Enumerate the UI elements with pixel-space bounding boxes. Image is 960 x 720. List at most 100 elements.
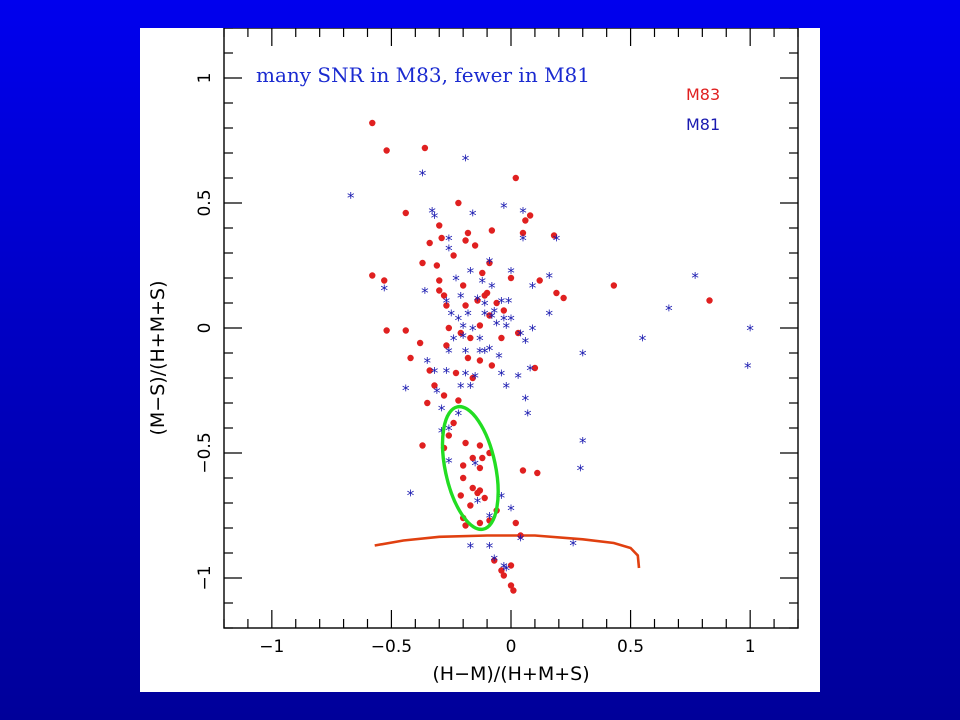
- m83-point: [464, 229, 472, 237]
- m83-point: [436, 222, 443, 229]
- m81-point: *: [493, 317, 501, 335]
- m81-point: *: [471, 369, 479, 387]
- m81-point: *: [498, 367, 506, 385]
- m83-point: [467, 502, 474, 509]
- m81-point: *: [469, 322, 477, 340]
- m83-point: [436, 277, 443, 284]
- m81-point: *: [546, 269, 554, 287]
- y-tick-label: −0.5: [195, 432, 215, 473]
- m81-point: *: [526, 362, 534, 380]
- m81-point: *: [500, 312, 508, 330]
- m81-point: *: [443, 364, 451, 382]
- m81-point: *: [479, 274, 487, 292]
- m81-point: *: [519, 232, 527, 250]
- m81-point: *: [450, 332, 458, 350]
- m81-point: *: [486, 342, 494, 360]
- m83-point: [462, 439, 469, 447]
- m81-point: *: [691, 269, 699, 287]
- m81-point: *: [579, 434, 587, 452]
- m83-point: [383, 147, 390, 154]
- m83-point: [369, 119, 376, 127]
- m83-point: [471, 242, 479, 249]
- m81-point: *: [665, 302, 673, 320]
- m83-point: [419, 259, 426, 267]
- m81-point: *: [433, 384, 441, 402]
- m83-point: [445, 324, 453, 332]
- m81-point: *: [529, 322, 537, 340]
- m81-point: *: [639, 332, 647, 350]
- y-tick-label: 1: [195, 73, 215, 84]
- m83-point: [369, 272, 376, 279]
- m83-point: [433, 262, 441, 269]
- m81-point: *: [502, 379, 510, 397]
- m81-point: *: [445, 242, 453, 260]
- m81-point: *: [498, 489, 506, 507]
- m81-point: *: [424, 354, 432, 372]
- m83-point: [514, 329, 522, 337]
- x-tick-label: 0.5: [617, 637, 644, 657]
- m83-point: [462, 237, 469, 244]
- m81-point: *: [495, 349, 503, 367]
- m83-point: [476, 519, 484, 527]
- m81-point: *: [491, 552, 499, 570]
- m81-point: *: [474, 494, 482, 512]
- m81-point: *: [569, 537, 577, 555]
- m81-point: *: [746, 322, 754, 340]
- m83-point: [474, 297, 481, 304]
- m81-point: *: [459, 329, 467, 347]
- m83-point: [450, 419, 457, 427]
- m83-point: [424, 399, 431, 407]
- axis-ticks: [223, 28, 799, 629]
- m81-point: *: [488, 279, 496, 297]
- m83-point: [459, 462, 467, 469]
- m81-point: *: [457, 289, 465, 307]
- m83-point: [498, 334, 505, 342]
- y-tick-labels: −1 −0.5 0 0.5 1: [195, 73, 215, 591]
- m83-point: [440, 392, 448, 399]
- m83-point: [450, 252, 457, 259]
- m81-point: *: [462, 344, 470, 362]
- m83-point: [610, 282, 618, 289]
- m83-point: [445, 432, 453, 439]
- m83-point: [474, 489, 481, 497]
- m81-point: *: [498, 294, 506, 312]
- m81-point: *: [522, 334, 530, 352]
- m81-point: *: [464, 307, 472, 325]
- m83-point: [519, 229, 527, 237]
- highlight-ellipse: [440, 404, 500, 532]
- y-tick-label: 0: [195, 323, 215, 334]
- annotation-text: many SNR in M83, fewer in M81: [256, 63, 590, 87]
- m81-point: *: [502, 319, 510, 337]
- m83-point: [493, 299, 500, 307]
- legend-m81: M81: [686, 115, 720, 134]
- m83-point: [421, 144, 429, 152]
- m81-point: *: [431, 209, 439, 227]
- x-tick-label: 0: [506, 637, 517, 657]
- x-tick-label: −1: [259, 637, 284, 657]
- m83-point: [507, 274, 515, 282]
- m83-point: [531, 364, 539, 372]
- m81-point: *: [445, 232, 453, 250]
- m81-point: *: [419, 167, 427, 185]
- m81-point: *: [491, 304, 499, 322]
- m83-point: [512, 174, 519, 182]
- m83-point: [467, 334, 474, 342]
- m83-point: [488, 227, 496, 234]
- m83-point: [469, 454, 476, 462]
- m81-point: *: [500, 559, 508, 577]
- m83-point: [536, 277, 543, 284]
- m81-point: *: [507, 264, 515, 282]
- m83-point: [476, 322, 484, 329]
- m83-point: [455, 199, 462, 207]
- m83-point: [469, 484, 476, 492]
- m81-point: *: [467, 539, 475, 557]
- m83-point: [481, 292, 488, 299]
- x-tick-label: −0.5: [371, 637, 412, 657]
- x-tick-label: 1: [745, 637, 756, 657]
- m81-point: *: [474, 292, 482, 310]
- m81-point: *: [471, 457, 479, 475]
- m81-point: *: [500, 199, 508, 217]
- m83-point: [560, 294, 567, 302]
- m83-point: [476, 464, 484, 472]
